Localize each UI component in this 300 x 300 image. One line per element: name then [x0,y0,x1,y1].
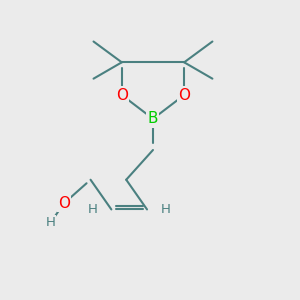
Text: H: H [88,203,98,216]
Text: B: B [148,111,158,126]
Text: H: H [46,216,56,229]
Text: O: O [116,88,128,103]
Text: O: O [58,196,70,211]
Text: O: O [178,88,190,103]
Text: H: H [160,203,170,216]
